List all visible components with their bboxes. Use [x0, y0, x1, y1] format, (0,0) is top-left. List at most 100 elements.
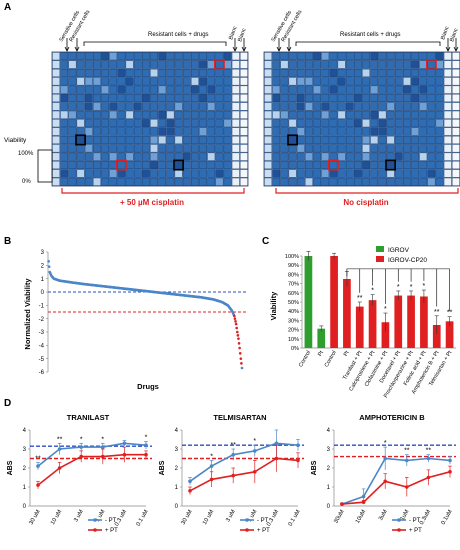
plate-well [362, 177, 370, 186]
plate-well [288, 68, 297, 77]
plate-well [403, 119, 411, 128]
plate-well [394, 102, 403, 111]
panel-d-significance-star: ** [404, 448, 410, 455]
plate-well [125, 102, 134, 111]
plate-well [321, 94, 330, 103]
plate-well [133, 77, 142, 86]
panel-c-y-tick-label: 100% [285, 254, 299, 260]
plate-well [305, 110, 313, 119]
plate-well [264, 102, 272, 111]
plate-well [386, 144, 395, 153]
label-blanc1-right: Blanc [440, 25, 450, 40]
plate-well [166, 169, 175, 178]
plate-well [435, 110, 444, 119]
panel-d-x-tick-label: 10 uM [50, 509, 63, 526]
plate-well [215, 52, 224, 61]
panel-d-point [340, 502, 344, 506]
panel-d-y-tick-label: 1 [23, 485, 27, 491]
plate-well [207, 110, 216, 119]
plate-well [280, 161, 289, 170]
plate-well [133, 94, 142, 103]
plate-well [158, 102, 167, 111]
plate-well [329, 60, 338, 69]
plate-well [125, 68, 134, 77]
plate-well [133, 169, 142, 178]
plate-well [223, 68, 232, 77]
plate-well [84, 169, 93, 178]
plate-well [150, 85, 158, 94]
plate-well [76, 119, 85, 128]
panel-d-x-tick-label: 30 uM [28, 509, 41, 526]
plate-well [386, 110, 395, 119]
plate-well [174, 60, 183, 69]
panel-d-series-line [189, 457, 299, 492]
plate-well [109, 85, 118, 94]
caption-plate-left: + 50 µM cisplatin [120, 198, 184, 207]
plate-well [403, 135, 411, 144]
plate-well [313, 68, 321, 77]
plate-well [313, 52, 321, 61]
plate-well [419, 110, 428, 119]
plate-well [191, 60, 199, 69]
plate-well [370, 110, 379, 119]
panel-d-point [361, 500, 366, 504]
panel-b-point [47, 260, 50, 263]
plate-well [240, 135, 248, 144]
plate-well [378, 152, 387, 161]
plate-well [76, 161, 85, 170]
panel-d-point [274, 456, 279, 461]
plate-well [158, 110, 167, 119]
plate-well [166, 119, 175, 128]
plate-well [296, 77, 305, 86]
panel-d-y-tick-label: 1 [175, 485, 179, 491]
panel-d-point [253, 449, 257, 453]
plate-well [288, 52, 297, 61]
panel-b-y-tick-label: -4 [39, 344, 45, 350]
plate-well [288, 127, 297, 136]
plate-well [52, 161, 60, 170]
plate-well [305, 169, 313, 178]
panel-c-y-tick-label: 50% [288, 300, 299, 306]
panel-b-point [233, 317, 237, 320]
plate-well [158, 94, 167, 103]
plate-well [125, 144, 134, 153]
plate-well [427, 77, 436, 86]
plate-well [403, 127, 411, 136]
plate-well [296, 94, 305, 103]
panel-d-point [36, 464, 40, 468]
plate-well [142, 102, 150, 111]
plate-well [435, 94, 444, 103]
plate-well [394, 144, 403, 153]
plate-well [272, 102, 281, 111]
plate-well [435, 152, 444, 161]
plate-well [394, 169, 403, 178]
panel-d-y-tick-label: 1 [327, 485, 331, 491]
plate-well [240, 94, 248, 103]
plate-well [443, 177, 452, 186]
plate-well [207, 177, 216, 186]
plate-well [329, 177, 338, 186]
plate-well [394, 85, 403, 94]
plate-well [394, 94, 403, 103]
panel-d-point [57, 447, 62, 451]
plate-well [443, 135, 452, 144]
panel-b-points [47, 260, 244, 370]
plate-well [60, 161, 69, 170]
plate-well [93, 152, 101, 161]
plate-well [207, 135, 216, 144]
plate-well [272, 177, 281, 186]
plate-well [362, 94, 370, 103]
plate-well [427, 144, 436, 153]
plate-well [60, 68, 69, 77]
plate-well [101, 85, 109, 94]
panel-d-series-line [37, 442, 147, 467]
panel-b-point [235, 326, 238, 330]
plate-well [288, 102, 297, 111]
panel-d-legend-marker [245, 528, 249, 532]
plate-well [76, 135, 85, 144]
plate-well [345, 144, 354, 153]
plate-well [240, 177, 248, 186]
panel-d-point [448, 458, 452, 463]
panel-d-series-line [341, 457, 451, 505]
plate-well [166, 127, 175, 136]
